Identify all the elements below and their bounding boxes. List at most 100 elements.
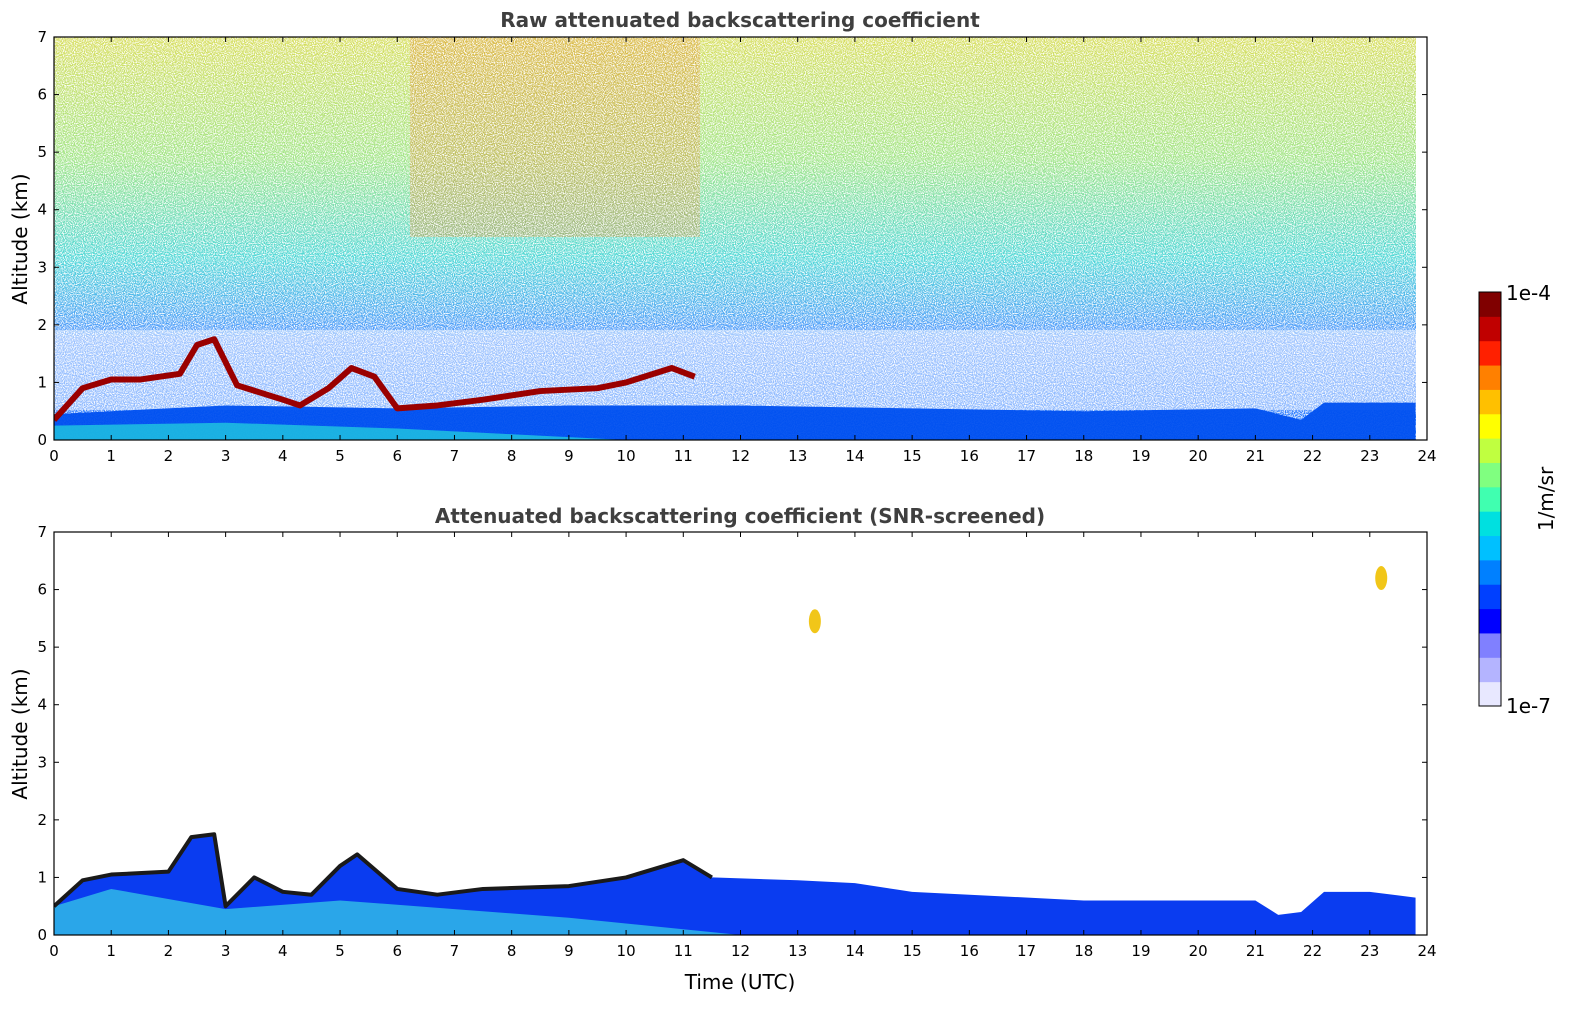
x-tick-label: 6: [392, 447, 402, 465]
x-tick-label: 24: [1417, 942, 1436, 960]
screened-heatmap-area: [54, 566, 1416, 935]
x-tick-label: 3: [221, 447, 231, 465]
y-tick-label: 6: [37, 581, 47, 599]
y-tick-label: 2: [37, 811, 47, 829]
y-tick-label: 4: [37, 201, 47, 219]
colorbar-min-label: 1e-7: [1506, 694, 1551, 718]
bottom-y-axis-label: Altitude (km): [8, 668, 32, 799]
x-axis-label: Time (UTC): [684, 970, 796, 994]
x-tick-label: 2: [164, 942, 174, 960]
y-tick-label: 7: [37, 28, 47, 46]
x-tick-label: 11: [674, 942, 693, 960]
colorbar-step: [1479, 657, 1501, 683]
x-tick-label: 14: [845, 447, 864, 465]
y-tick-label: 4: [37, 696, 47, 714]
y-tick-label: 5: [37, 638, 47, 656]
x-tick-label: 12: [731, 942, 750, 960]
colorbar-step: [1479, 462, 1501, 488]
top-chart-title: Raw attenuated backscattering coefficien…: [500, 8, 980, 32]
x-tick-label: 18: [1074, 942, 1093, 960]
bottom-x-axis: 0 1 2 3 4 5 6 7 8 9 10 11 12 13 14 15 16 17 18 19 20 21 22 23 24: [49, 532, 1437, 960]
y-tick-label: 3: [37, 753, 47, 771]
x-tick-label: 23: [1360, 447, 1379, 465]
x-tick-label: 4: [278, 447, 288, 465]
raw-boundary-layer-near-surface: [54, 422, 627, 440]
colorbar-step: [1479, 340, 1501, 366]
colorbar-step: [1479, 559, 1501, 585]
colorbar-step: [1479, 365, 1501, 390]
raw-cloud-layer: [54, 336, 696, 422]
colorbar-step: [1479, 413, 1501, 439]
x-tick-label: 19: [1131, 942, 1150, 960]
colorbar-max-label: 1e-4: [1506, 281, 1551, 305]
x-tick-label: 10: [617, 942, 636, 960]
screened-backscatter-panel: 0 1 2 3 4 5 6 7 8 9 10 11 12 13 14 15 16 17 18 19 20 21 22 23 24…: [8, 523, 1437, 994]
x-tick-label: 0: [49, 942, 59, 960]
colorbar-step: [1479, 389, 1501, 415]
x-tick-label: 22: [1303, 447, 1322, 465]
colorbar-frame: [1478, 291, 1502, 707]
x-tick-label: 23: [1360, 942, 1379, 960]
bottom-plot-frame: [53, 531, 1428, 936]
x-tick-label: 9: [564, 942, 574, 960]
colorbar-step: [1479, 632, 1501, 658]
x-tick-label: 22: [1303, 942, 1322, 960]
y-tick-label: 7: [37, 523, 47, 541]
elevated-features: [808, 566, 1388, 634]
x-tick-label: 8: [507, 942, 517, 960]
colorbar-step: [1479, 681, 1501, 707]
colorbar-step: [1479, 608, 1501, 634]
y-tick-label: 0: [37, 926, 47, 944]
x-tick-label: 1: [106, 942, 116, 960]
colorbar-steps: [1479, 292, 1501, 707]
raw-heatmap-area: [54, 37, 1416, 440]
x-tick-label: 4: [278, 942, 288, 960]
colorbar: 1e-4 1e-7 1/m/sr: [1478, 281, 1558, 718]
x-tick-label: 15: [903, 447, 922, 465]
x-tick-label: 2: [164, 447, 174, 465]
x-tick-label: 14: [845, 942, 864, 960]
raw-backscatter-panel: 0 1 2 3 4 5 6 7 8 9 10 11 12 13 14 15 16 17 18 19 20 21 22 23 24…: [8, 28, 1437, 465]
x-tick-label: 17: [1017, 447, 1036, 465]
raw-low-noise-region: [54, 330, 1416, 410]
x-tick-label: 8: [507, 447, 517, 465]
colorbar-step: [1479, 438, 1501, 463]
bottom-y-axis: 0 1 2 3 4 5 6 7: [37, 523, 1427, 944]
x-tick-label: 10: [617, 447, 636, 465]
top-y-axis: 0 1 2 3 4 5 6 7: [37, 28, 1427, 449]
colorbar-unit-label: 1/m/sr: [1534, 466, 1558, 531]
elevated-feature: [808, 609, 821, 634]
x-tick-label: 12: [731, 447, 750, 465]
x-tick-label: 19: [1131, 447, 1150, 465]
top-x-axis: 0 1 2 3 4 5 6 7 8 9 10 11 12 13 14 15 16 17 18 19 20 21 22 23 24: [49, 37, 1437, 465]
top-y-axis-label: Altitude (km): [8, 173, 32, 304]
x-tick-label: 5: [335, 942, 345, 960]
y-tick-label: 1: [37, 373, 47, 391]
x-tick-label: 17: [1017, 942, 1036, 960]
colorbar-step: [1479, 292, 1501, 317]
x-tick-label: 16: [960, 447, 979, 465]
bottom-chart-title: Attenuated backscattering coefficient (S…: [435, 504, 1045, 528]
x-tick-label: 13: [788, 942, 807, 960]
y-tick-label: 1: [37, 868, 47, 886]
y-tick-label: 5: [37, 143, 47, 161]
x-tick-label: 3: [221, 942, 231, 960]
x-tick-label: 5: [335, 447, 345, 465]
x-tick-label: 20: [1189, 447, 1208, 465]
x-tick-label: 21: [1246, 447, 1265, 465]
colorbar-step: [1479, 535, 1501, 561]
x-tick-label: 6: [392, 942, 402, 960]
y-tick-label: 6: [37, 86, 47, 104]
colorbar-step: [1479, 316, 1501, 342]
elevated-feature: [1375, 566, 1388, 591]
screened-cloud-edge: [54, 832, 713, 909]
colorbar-step: [1479, 511, 1501, 537]
x-tick-label: 7: [450, 447, 460, 465]
x-tick-label: 13: [788, 447, 807, 465]
colorbar-step: [1479, 486, 1501, 512]
x-tick-label: 16: [960, 942, 979, 960]
x-tick-label: 24: [1417, 447, 1436, 465]
x-tick-label: 18: [1074, 447, 1093, 465]
x-tick-label: 1: [106, 447, 116, 465]
